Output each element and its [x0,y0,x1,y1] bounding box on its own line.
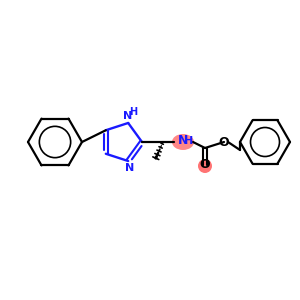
Text: H: H [184,136,194,146]
Text: H: H [129,107,137,117]
Ellipse shape [198,159,212,173]
Text: N: N [123,111,132,121]
Text: N: N [124,163,134,173]
Text: O: O [219,136,229,149]
Text: N: N [178,134,188,148]
Ellipse shape [172,134,194,150]
Text: O: O [200,158,210,170]
